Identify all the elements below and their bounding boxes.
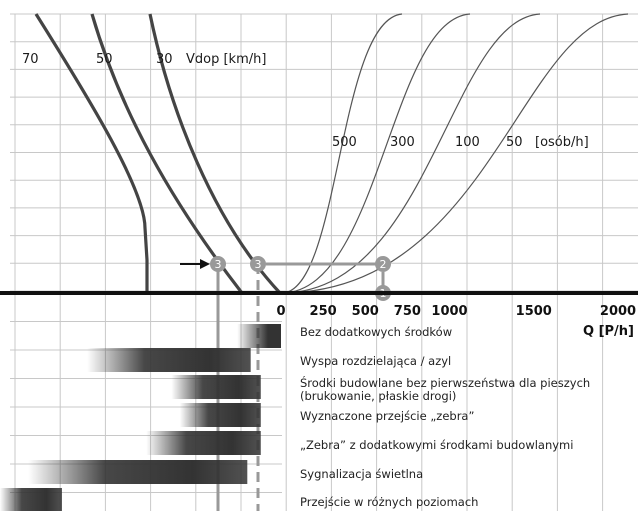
arrow-icon bbox=[200, 259, 210, 269]
x-axis-ticks: 0 250 500 750 1000 1500 2000 bbox=[276, 304, 636, 319]
measure-bar bbox=[28, 460, 248, 484]
marker-3b-label: 3 bbox=[255, 258, 262, 271]
marker-2: 2 bbox=[375, 256, 391, 272]
measure-label-2a: Środki budowlane bez pierwszeństwa dla p… bbox=[300, 375, 590, 390]
measure-label-4: „Zebra” z dodatkowymi środkami budowlany… bbox=[300, 438, 573, 452]
x-tick-label: 1500 bbox=[516, 304, 552, 319]
pedestrian-curve-100 bbox=[281, 13, 541, 294]
measure-label-3: Wyznaczone przejście „zebra” bbox=[300, 409, 474, 423]
measure-label-6: Przejście w różnych poziomach bbox=[300, 495, 478, 509]
pedestrian-curve-50 bbox=[281, 13, 629, 294]
measure-bar bbox=[0, 488, 62, 511]
marker-2-label: 2 bbox=[380, 258, 387, 271]
measure-bar bbox=[87, 348, 251, 372]
marker-3b: 3 bbox=[250, 256, 266, 272]
pedestrian-label-300: 300 bbox=[390, 135, 415, 150]
speed-unit-label: Vdop [km/h] bbox=[186, 52, 266, 67]
x-tick-label: 500 bbox=[352, 304, 379, 319]
x-tick-label: 750 bbox=[394, 304, 421, 319]
x-tick-label: 2000 bbox=[600, 304, 636, 319]
measure-label-1: Wyspa rozdzielająca / azyl bbox=[300, 354, 451, 368]
measure-labels: Bez dodatkowych środków Wyspa rozdzielaj… bbox=[300, 325, 590, 509]
markers: 3 3 2 1 bbox=[210, 256, 391, 301]
x-tick-label: 250 bbox=[310, 304, 337, 319]
marker-3a-label: 3 bbox=[215, 258, 222, 271]
measure-label-5: Sygnalizacja świetlna bbox=[300, 467, 423, 481]
marker-3a: 3 bbox=[210, 256, 226, 272]
measure-bar bbox=[146, 431, 261, 455]
measure-label-2b: (brukowanie, płaskie drogi) bbox=[300, 389, 456, 403]
measure-label-0: Bez dodatkowych środków bbox=[300, 325, 452, 339]
pedestrian-label-100: 100 bbox=[455, 135, 480, 150]
pedestrian-curves: 500 300 100 50 [osób/h] bbox=[281, 13, 629, 294]
measure-bar bbox=[171, 375, 261, 399]
speed-label-30: 30 bbox=[156, 52, 173, 67]
pedestrian-curve-300 bbox=[281, 13, 471, 294]
pedestrian-label-500: 500 bbox=[332, 135, 357, 150]
x-tick-label: 1000 bbox=[431, 304, 467, 319]
measure-bars bbox=[0, 324, 281, 511]
measure-bar bbox=[237, 324, 281, 348]
pedestrian-label-50: 50 bbox=[506, 135, 523, 150]
measure-bar bbox=[179, 403, 261, 427]
x-tick-label: 0 bbox=[276, 304, 285, 319]
speed-label-50: 50 bbox=[96, 52, 113, 67]
x-axis-label: Q [P/h] bbox=[583, 324, 634, 339]
speed-label-70: 70 bbox=[22, 52, 39, 67]
pedestrian-unit-label: [osób/h] bbox=[535, 135, 589, 150]
speed-curve-70 bbox=[34, 13, 149, 293]
pedestrian-curve-500 bbox=[281, 13, 403, 294]
